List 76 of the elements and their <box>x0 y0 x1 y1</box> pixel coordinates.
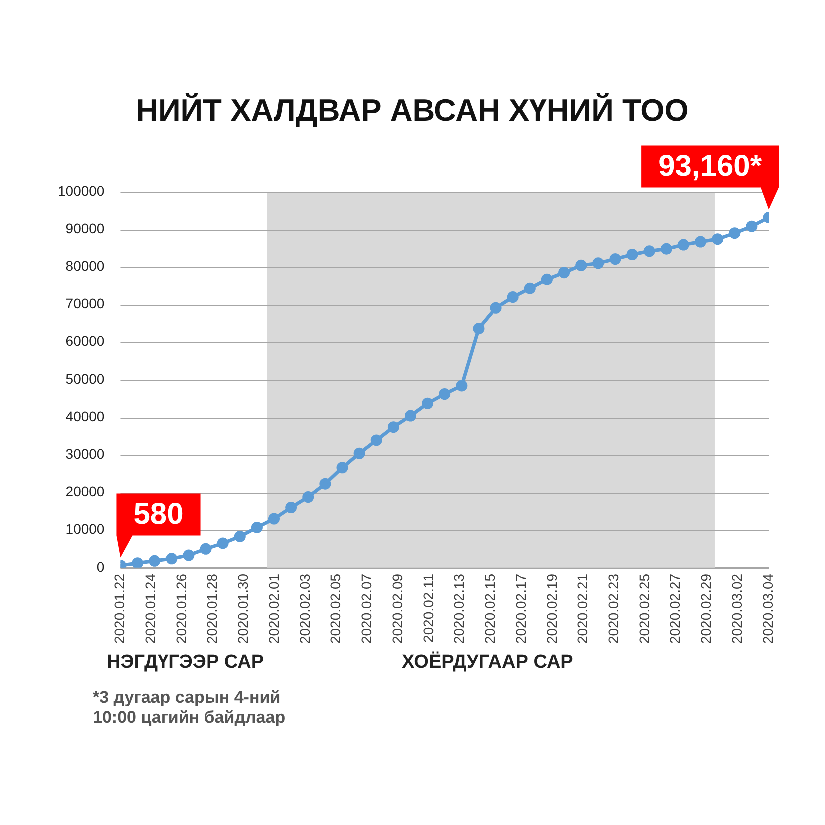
point <box>695 236 707 248</box>
x-tick-label: 2020.03.02 <box>728 574 745 644</box>
point <box>251 522 263 534</box>
point <box>456 380 468 392</box>
point <box>678 239 690 251</box>
point <box>404 410 416 422</box>
y-tick-label: 0 <box>96 558 105 575</box>
point <box>729 228 741 240</box>
point <box>183 550 195 562</box>
point <box>576 260 588 272</box>
point <box>439 388 451 400</box>
x-tick-label: 2020.02.27 <box>667 574 684 644</box>
point <box>354 448 366 460</box>
x-tick-label: 2020.02.15 <box>482 574 498 644</box>
x-tick-label: 2020.02.09 <box>389 574 406 644</box>
point <box>336 462 348 474</box>
x-tick-label: 2020.02.03 <box>296 574 313 644</box>
data-label: 93,160* <box>658 150 762 183</box>
x-tick-label: 2020.02.21 <box>574 574 591 644</box>
x-tick-label: 2020.02.07 <box>358 574 375 644</box>
y-tick-label: 10000 <box>66 521 105 538</box>
text: *3 дугаар сарын 4-ний 10:00 цагийн байдлаар <box>93 688 286 728</box>
point <box>234 530 246 542</box>
point <box>524 282 536 294</box>
point <box>610 254 622 266</box>
x-tick-label: 2020.03.04 <box>760 574 776 644</box>
point <box>507 292 519 304</box>
x-tick-label: 2020.02.17 <box>512 574 529 644</box>
point <box>712 234 724 246</box>
x-tick-label: 2020.01.28 <box>204 574 220 644</box>
x-tick-label: 2020.02.29 <box>698 574 714 644</box>
point <box>660 243 672 255</box>
x-tick-label: 2020.02.05 <box>328 574 344 644</box>
data-label: 580 <box>134 498 184 532</box>
text: НЭГДҮГЭЭР САР <box>107 652 264 674</box>
point <box>370 434 382 446</box>
point <box>558 267 570 279</box>
x-tick-label: 2020.01.24 <box>142 574 158 644</box>
y-tick-label: 80000 <box>66 258 105 274</box>
point <box>268 513 280 525</box>
point <box>286 502 298 514</box>
y-tick-label: 90000 <box>66 220 105 236</box>
y-tick-label: 70000 <box>66 296 105 312</box>
text: ХОЁРДУГААР САР <box>402 652 574 674</box>
x-tick-label: 2020.02.25 <box>636 574 652 644</box>
point <box>166 553 178 565</box>
point <box>217 538 229 550</box>
y-tick-label: 100000 <box>58 182 105 199</box>
point <box>302 492 314 504</box>
x-tick-label: 2020.01.22 <box>112 574 128 644</box>
point <box>149 555 161 567</box>
point <box>746 220 758 232</box>
chart-title: НИЙТ ХАЛДВАР АВСАН ХҮНИЙ ТОО <box>135 93 690 129</box>
y-tick-label: 60000 <box>66 333 105 350</box>
point <box>320 478 332 490</box>
y-tick-label: 40000 <box>66 408 105 424</box>
y-tick-label: 50000 <box>66 370 105 387</box>
point <box>490 302 502 314</box>
x-tick-label: 2020.02.19 <box>544 574 560 644</box>
y-tick-label: 20000 <box>66 484 105 500</box>
point <box>200 543 212 555</box>
y-tick-label: 30000 <box>66 446 105 462</box>
x-tick-label: 2020.02.23 <box>606 574 622 644</box>
point <box>388 422 400 434</box>
x-tick-label: 2020.01.30 <box>235 574 252 644</box>
point <box>422 398 434 410</box>
point <box>644 246 656 258</box>
point <box>626 249 638 261</box>
point <box>473 323 485 335</box>
point <box>132 558 144 568</box>
x-tick-label: 2020.02.01 <box>266 574 282 644</box>
point <box>592 258 604 270</box>
x-tick-label: 2020.01.26 <box>173 574 190 644</box>
point <box>541 274 553 286</box>
x-tick-label: 2020.02.11 <box>420 574 436 643</box>
x-tick-label: 2020.02.13 <box>451 574 468 644</box>
